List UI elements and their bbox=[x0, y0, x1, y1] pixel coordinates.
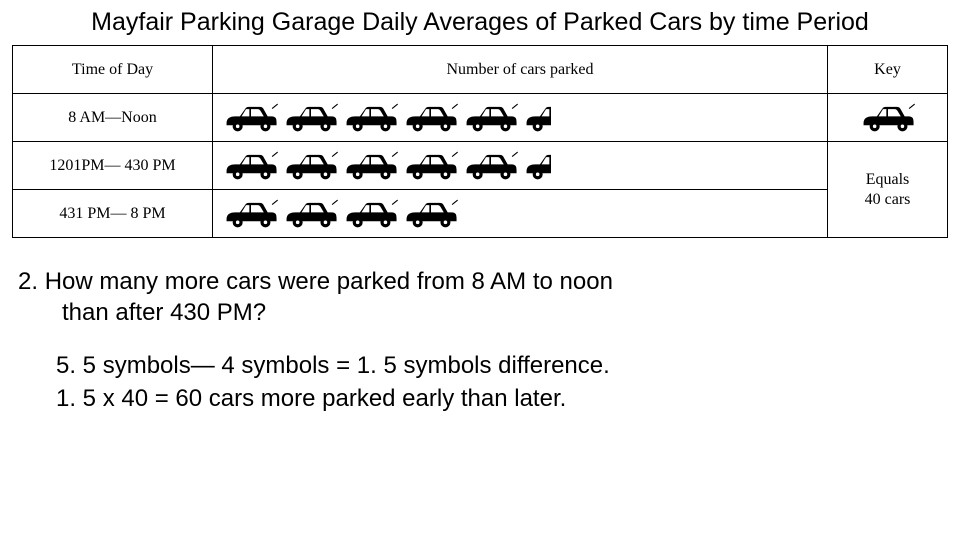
table-row: 431 PM— 8 PM bbox=[13, 190, 948, 238]
row-icons bbox=[213, 94, 828, 142]
car-icon bbox=[403, 151, 459, 181]
car-icon bbox=[860, 103, 916, 133]
question-number: 2. bbox=[18, 268, 38, 295]
pictograph-table: Time of Day Number of cars parked Key 8 … bbox=[12, 45, 948, 238]
car-icon-half bbox=[523, 151, 551, 181]
car-icon bbox=[223, 199, 279, 229]
car-icon bbox=[343, 199, 399, 229]
car-icon bbox=[463, 103, 519, 133]
car-icon-half bbox=[523, 103, 551, 133]
page-title: Mayfair Parking Garage Daily Averages of… bbox=[12, 8, 948, 37]
question-line2: than after 430 PM? bbox=[18, 297, 948, 328]
answer-line1: 5. 5 symbols— 4 symbols = 1. 5 symbols d… bbox=[56, 352, 610, 379]
table-header-row: Time of Day Number of cars parked Key bbox=[13, 46, 948, 94]
table-row: 1201PM— 430 PM Equals 40 cars bbox=[13, 142, 948, 190]
row-label: 1201PM— 430 PM bbox=[13, 142, 213, 190]
header-cars: Number of cars parked bbox=[213, 46, 828, 94]
car-icon bbox=[403, 103, 459, 133]
car-icon bbox=[343, 103, 399, 133]
header-time: Time of Day bbox=[13, 46, 213, 94]
car-icon bbox=[223, 103, 279, 133]
car-icon bbox=[283, 199, 339, 229]
row-label: 431 PM— 8 PM bbox=[13, 190, 213, 238]
car-icon bbox=[403, 199, 459, 229]
row-icons bbox=[213, 142, 828, 190]
question-line1: How many more cars were parked from 8 AM… bbox=[45, 268, 613, 295]
car-icon bbox=[343, 151, 399, 181]
answer-block: 5. 5 symbols— 4 symbols = 1. 5 symbols d… bbox=[56, 350, 948, 415]
car-icon bbox=[283, 151, 339, 181]
key-caption-cell: Equals 40 cars bbox=[828, 142, 948, 238]
car-icon bbox=[223, 151, 279, 181]
answer-line2: 1. 5 x 40 = 60 cars more parked early th… bbox=[56, 385, 566, 412]
table-row: 8 AM—Noon bbox=[13, 94, 948, 142]
question-block: 2. How many more cars were parked from 8… bbox=[18, 266, 948, 328]
key-icon-cell bbox=[828, 94, 948, 142]
header-key: Key bbox=[828, 46, 948, 94]
row-label: 8 AM—Noon bbox=[13, 94, 213, 142]
car-icon bbox=[283, 103, 339, 133]
key-caption-line1: Equals bbox=[866, 171, 910, 188]
row-icons bbox=[213, 190, 828, 238]
car-icon bbox=[463, 151, 519, 181]
key-caption-line2: 40 cars bbox=[865, 191, 911, 208]
